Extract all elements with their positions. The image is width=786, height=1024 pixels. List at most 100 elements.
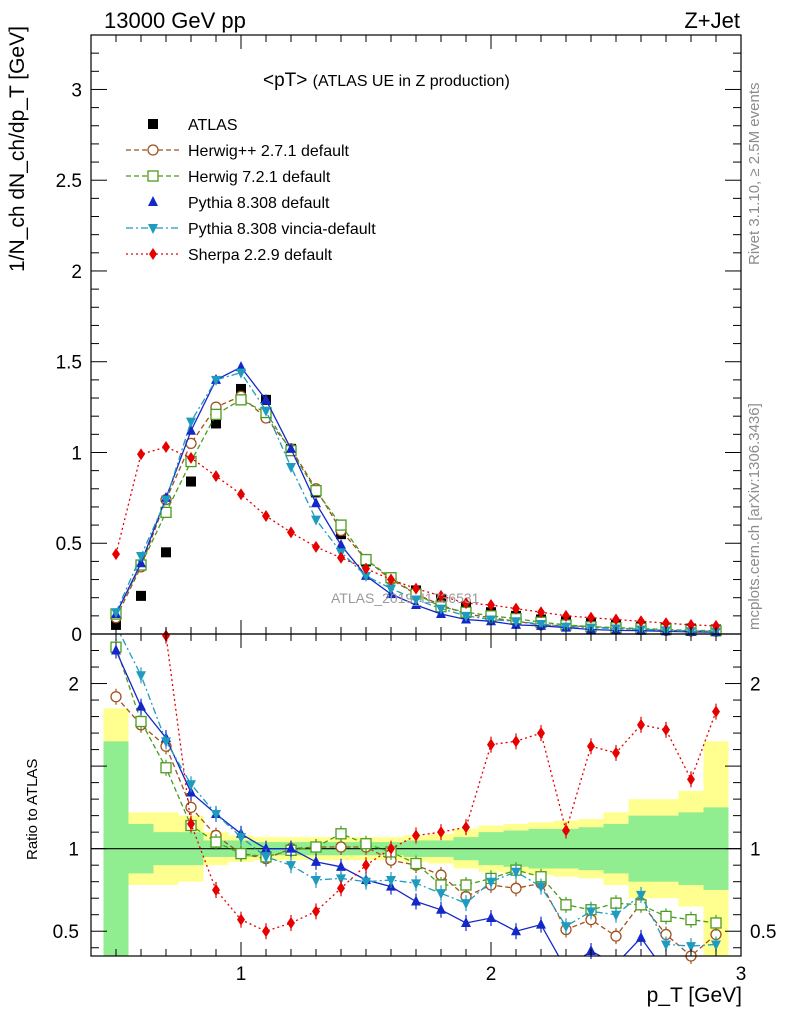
main-point-sherpa-2-2-9-default [137,448,145,461]
ratio-point-pythia-8-308-default [536,918,546,929]
main-point-sherpa-2-2-9-default [637,615,645,628]
main-point-sherpa-2-2-9-default [112,548,120,561]
ratio-point-sherpa-2-2-9-default [637,718,645,731]
ratio-point-sherpa-2-2-9-default [437,826,445,839]
main-point-sherpa-2-2-9-default [612,613,620,626]
y-tick-label-ratio-right-1: 1 [750,840,761,861]
y-axis-title-main: 1/N_ch dN_ch/dp_T [GeV] [6,26,29,272]
ratio-point-pythia-8-308-vincia-default [586,907,596,918]
main-point-sherpa-2-2-9-default [187,451,195,464]
ratio-point-pythia-8-308-vincia-default [611,910,621,921]
data-point-atlas [161,547,171,558]
main-point-pythia-8-308-vincia-default [386,584,396,595]
data-point-atlas [211,418,221,429]
main-point-sherpa-2-2-9-default [687,618,695,631]
y-tick-label-ratio-left-2: 2 [68,675,79,696]
main-point-herwig-7-2-1-default [210,408,222,421]
ratio-point-sherpa-2-2-9-default [662,723,670,736]
ratio-point-herwig-7-2-1-default [660,910,672,923]
ratio-point-sherpa-2-2-9-default [587,740,595,753]
ratio-point-pythia-8-308-vincia-default [261,852,271,863]
ratio-point-pythia-8-308-default [486,912,496,923]
analysis-watermark: ATLAS_2019_I1736531 [331,590,480,606]
ratio-point-sherpa-2-2-9-default [687,773,695,786]
ratio-point-sherpa-2-2-9-default [287,916,295,929]
data-point-atlas [136,590,146,601]
ratio-point-sherpa-2-2-9-default [612,746,620,759]
main-point-sherpa-2-2-9-default [537,606,545,619]
main-point-sherpa-2-2-9-default [337,551,345,564]
ratio-point-sherpa-2-2-9-default [362,859,370,872]
ratio-point-herwig-7-2-1-default [335,828,347,840]
ratio-point-pythia-8-308-vincia-default [536,882,546,893]
main-point-pythia-8-308-vincia-default [436,604,446,615]
main-point-pythia-8-308-vincia-default [186,417,196,428]
ratio-point-sherpa-2-2-9-default [237,913,245,926]
ratio-point-pythia-8-308-vincia-default [236,833,246,844]
legend-label-atlas: ATLAS [188,117,238,134]
ratio-point-herwig-2-7-1-default [185,801,197,814]
plot-title-main: <pT> [263,70,308,91]
main-point-pythia-8-308-vincia-default [361,571,371,582]
legend-label-sherpa-2-2-9-default: Sherpa 2.2.9 default [188,247,333,264]
main-point-pythia-8-308-vincia-default [261,406,271,417]
ratio-point-herwig-7-2-1-default [460,879,472,891]
ratio-point-herwig-7-2-1-default [135,715,147,728]
main-point-sherpa-2-2-9-default [237,488,245,501]
ratio-point-herwig-7-2-1-default [560,899,572,911]
plot-title: <pT> (ATLAS UE in Z production) [263,70,510,92]
ratio-point-pythia-8-308-default [636,931,646,942]
main-point-sherpa-2-2-9-default [162,441,170,454]
legend-label-herwig-2-7-1-default: Herwig++ 2.7.1 default [188,143,350,160]
legend-marker-herwig-2-7-1-default [147,144,159,156]
data-point-atlas [186,476,196,487]
x-tick-label-1: 1 [236,964,247,985]
ratio-point-herwig-7-2-1-default [160,762,172,774]
ratio-point-pythia-8-308-default [136,700,146,711]
ratio-point-sherpa-2-2-9-default [412,829,420,842]
main-point-sherpa-2-2-9-default [362,562,370,575]
x-tick-label-3: 3 [736,964,747,985]
ratio-point-pythia-8-308-vincia-default [561,922,571,933]
ratio-point-herwig-2-7-1-default [335,841,347,853]
main-point-sherpa-2-2-9-default [562,609,570,622]
ratio-point-pythia-8-308-default [286,842,296,853]
y-tick-label-main-2.5: 2.5 [56,171,82,192]
x-tick-label-2: 2 [486,964,497,985]
y-tick-label-main-0.5: 0.5 [56,534,82,555]
ratio-point-sherpa-2-2-9-default [562,824,570,837]
ratio-point-sherpa-2-2-9-default [262,925,270,938]
main-point-pythia-8-308-vincia-default [136,551,146,562]
main-point-herwig-7-2-1-default [335,519,347,531]
ratio-point-pythia-8-308-vincia-default [411,879,421,890]
ratio-point-pythia-8-308-default [511,925,521,936]
ratio-point-sherpa-2-2-9-default [537,727,545,740]
legend-marker-sherpa-2-2-9-default [149,248,157,260]
main-point-herwig-7-2-1-default [235,394,247,406]
data-point-atlas [111,619,121,630]
rivet-label: Rivet 3.1.10, ≥ 2.5M events [746,82,763,266]
legend-marker-atlas [148,119,158,129]
ratio-point-pythia-8-308-vincia-default [686,942,696,953]
main-point-pythia-8-308-default [336,539,346,550]
main-point-pythia-8-308-vincia-default [511,617,521,628]
ratio-point-pythia-8-308-vincia-default [311,876,321,887]
main-point-sherpa-2-2-9-default [212,470,220,483]
ratio-point-pythia-8-308-vincia-default [161,737,171,748]
ratio-point-pythia-8-308-vincia-default [136,671,146,682]
x-axis-title: p_T [GeV] [646,984,742,1007]
y-tick-label-ratio-left-0.5: 0.5 [53,922,79,943]
main-point-pythia-8-308-default [286,442,296,453]
main-point-sherpa-2-2-9-default [487,598,495,611]
ratio-point-pythia-8-308-vincia-default [486,877,496,888]
main-point-sherpa-2-2-9-default [662,617,670,630]
legend-label-pythia-8-308-default: Pythia 8.308 default [188,195,330,212]
ratio-point-pythia-8-308-default [336,860,346,871]
ratio-point-pythia-8-308-vincia-default [211,809,221,820]
ratio-point-sherpa-2-2-9-default [512,735,520,748]
ratio-point-pythia-8-308-vincia-default [511,867,521,878]
main-point-pythia-8-308-vincia-default [111,608,121,619]
ratio-point-sherpa-2-2-9-default [487,738,495,751]
ratio-point-herwig-2-7-1-default [110,691,122,703]
